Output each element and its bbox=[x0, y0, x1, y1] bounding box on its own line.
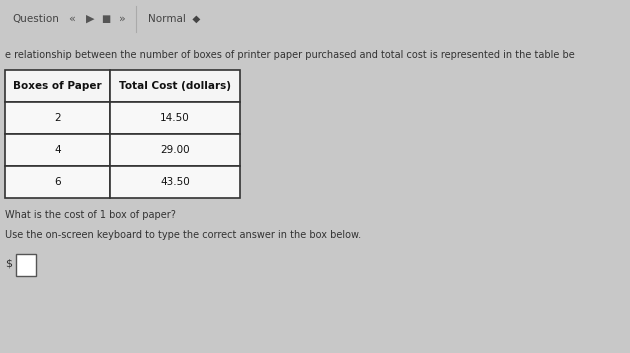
Bar bbox=[5, 70, 110, 102]
Text: 43.50: 43.50 bbox=[160, 177, 190, 187]
Text: 4: 4 bbox=[54, 145, 61, 155]
Text: 29.00: 29.00 bbox=[160, 145, 190, 155]
Bar bbox=[110, 134, 240, 166]
Text: Use the on-screen keyboard to type the correct answer in the box below.: Use the on-screen keyboard to type the c… bbox=[5, 230, 361, 240]
Text: 14.50: 14.50 bbox=[160, 113, 190, 123]
Bar bbox=[5, 134, 110, 166]
Bar bbox=[16, 254, 36, 276]
Bar bbox=[110, 70, 240, 102]
Text: ■: ■ bbox=[101, 14, 111, 24]
Text: e relationship between the number of boxes of printer paper purchased and total : e relationship between the number of box… bbox=[5, 50, 575, 60]
Bar bbox=[5, 166, 110, 198]
Text: Question: Question bbox=[12, 14, 59, 24]
Text: Total Cost (dollars): Total Cost (dollars) bbox=[119, 81, 231, 91]
Text: $: $ bbox=[5, 258, 12, 268]
Text: 2: 2 bbox=[54, 113, 61, 123]
Text: »: » bbox=[118, 14, 125, 24]
Text: ▶: ▶ bbox=[86, 14, 94, 24]
Bar bbox=[110, 166, 240, 198]
Text: Boxes of Paper: Boxes of Paper bbox=[13, 81, 102, 91]
Bar bbox=[5, 102, 110, 134]
Bar bbox=[110, 102, 240, 134]
Text: 6: 6 bbox=[54, 177, 61, 187]
Text: Normal  ◆: Normal ◆ bbox=[148, 14, 200, 24]
Text: What is the cost of 1 box of paper?: What is the cost of 1 box of paper? bbox=[5, 210, 176, 220]
Text: «: « bbox=[69, 14, 76, 24]
